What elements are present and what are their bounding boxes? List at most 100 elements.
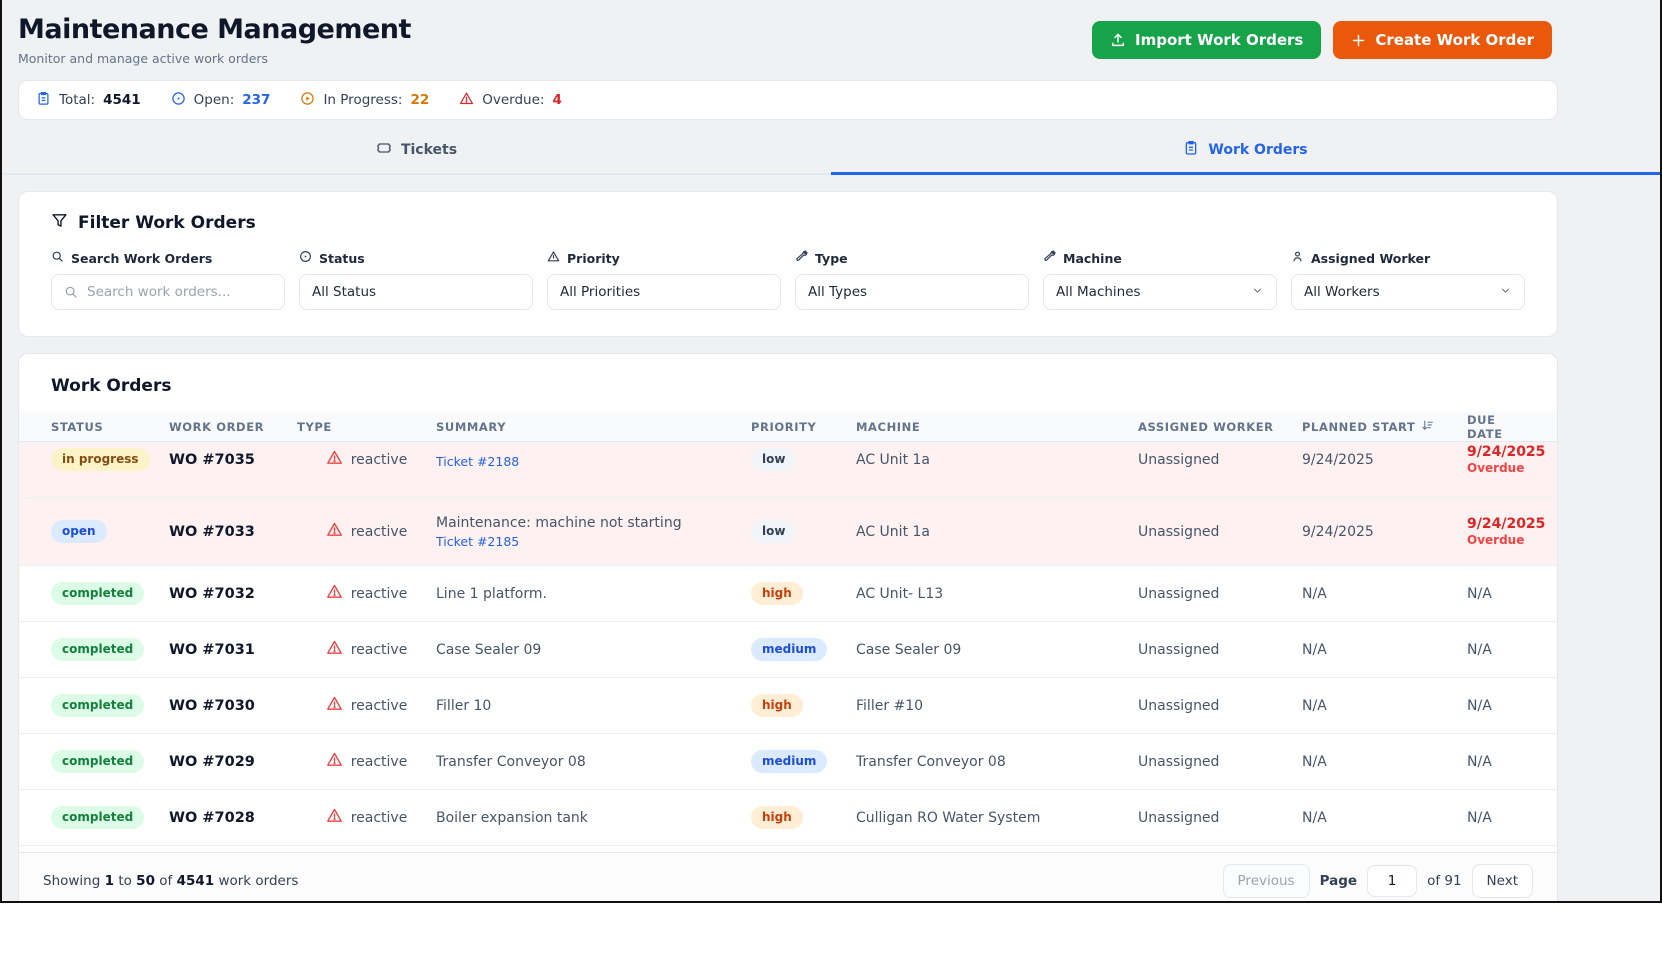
- summary-text: Line 1 platform.: [436, 585, 547, 602]
- planned-start: N/A: [1302, 753, 1327, 770]
- upload-icon: [1110, 32, 1126, 48]
- circle-dot-icon: [171, 91, 186, 110]
- due-date: N/A: [1467, 697, 1492, 714]
- column-header-assigned-worker: Assigned Worker: [1138, 419, 1274, 434]
- table-footer: Showing 1 to 50 of 4541 work orders Prev…: [19, 852, 1557, 901]
- ticket-link[interactable]: Ticket #2188: [436, 453, 520, 469]
- filter-search-label: Search Work Orders: [51, 250, 285, 266]
- plus-icon: [1351, 33, 1366, 48]
- tab-work-orders[interactable]: Work Orders: [831, 127, 1660, 175]
- table-row[interactable]: completed WO #7028 reactive Boiler expan…: [19, 790, 1557, 846]
- app-window: Maintenance Management Monitor and manag…: [0, 0, 1662, 903]
- machine-name: AC Unit 1a: [856, 451, 930, 468]
- filter-worker: Assigned Worker All Workers: [1291, 250, 1525, 310]
- page-number-input[interactable]: [1367, 865, 1418, 897]
- page-label: Page: [1319, 873, 1358, 889]
- stat-in-progress: In Progress: 22: [300, 91, 429, 110]
- priority-badge: high: [751, 582, 803, 605]
- machine-name: Filler #10: [856, 697, 924, 714]
- assigned-worker: Unassigned: [1138, 451, 1220, 468]
- reactive-alert-icon: [326, 449, 343, 470]
- reactive-alert-icon: [326, 807, 343, 828]
- priority-badge: low: [751, 520, 797, 543]
- assigned-worker: Unassigned: [1138, 523, 1220, 540]
- table-row[interactable]: completed WO #7031 reactive Case Sealer …: [19, 622, 1557, 678]
- sort-descending-icon: [1421, 419, 1434, 435]
- ticket-link[interactable]: Ticket #2185: [436, 533, 520, 549]
- assigned-worker: Unassigned: [1138, 585, 1220, 602]
- overdue-label: Overdue: [1467, 533, 1525, 547]
- due-date: N/A: [1467, 809, 1492, 826]
- stat-total: Total: 4541: [36, 91, 141, 110]
- machine-name: Culligan RO Water System: [856, 809, 1041, 826]
- priority-select[interactable]: All Priorities: [547, 274, 781, 310]
- priority-badge: high: [751, 694, 803, 717]
- work-order-id: WO #7029: [169, 753, 255, 770]
- previous-page-button[interactable]: Previous: [1222, 864, 1310, 898]
- import-work-orders-button[interactable]: Import Work Orders: [1092, 21, 1322, 59]
- create-work-order-button[interactable]: Create Work Order: [1333, 21, 1552, 59]
- clipboard-icon: [1183, 140, 1199, 160]
- next-page-button[interactable]: Next: [1471, 864, 1533, 898]
- column-header-due-date: Due Date: [1467, 412, 1503, 441]
- planned-start: N/A: [1302, 641, 1327, 658]
- work-order-id: WO #7032: [169, 585, 255, 602]
- summary-text: Boiler expansion tank: [436, 809, 588, 826]
- wrench-icon: [1043, 250, 1056, 266]
- tab-tickets[interactable]: Tickets: [2, 127, 831, 173]
- status-badge: completed: [51, 750, 145, 773]
- search-input[interactable]: [87, 284, 272, 300]
- work-order-id: WO #7033: [169, 523, 255, 540]
- column-header-work-order: Work Order: [169, 419, 265, 434]
- page-header: Maintenance Management Monitor and manag…: [2, 0, 1660, 66]
- stat-open: Open: 237: [171, 91, 271, 110]
- table-row[interactable]: open WO #7033 reactive Maintenance: mach…: [19, 498, 1557, 566]
- status-badge: open: [51, 520, 107, 543]
- circle-dot-icon: [299, 250, 312, 266]
- machine-select[interactable]: All Machines: [1043, 274, 1277, 310]
- reactive-alert-icon: [326, 695, 343, 716]
- table-row[interactable]: completed WO #7030 reactive Filler 10 hi…: [19, 678, 1557, 734]
- filter-title: Filter Work Orders: [51, 212, 1525, 234]
- planned-start: 9/24/2025: [1302, 523, 1374, 540]
- filter-status: Status All Status: [299, 250, 533, 310]
- status-select[interactable]: All Status: [299, 274, 533, 310]
- machine-name: AC Unit 1a: [856, 523, 930, 540]
- machine-name: Case Sealer 09: [856, 641, 962, 658]
- work-order-id: WO #7028: [169, 809, 255, 826]
- play-circle-icon: [300, 91, 315, 110]
- work-order-id: WO #7031: [169, 641, 255, 658]
- filter-machine: Machine All Machines: [1043, 250, 1277, 310]
- type-label: reactive: [350, 585, 408, 602]
- planned-start: 9/24/2025: [1302, 451, 1374, 468]
- worker-select[interactable]: All Workers: [1291, 274, 1525, 310]
- column-header-summary: Summary: [436, 419, 507, 434]
- column-header-machine: Machine: [856, 419, 921, 434]
- table-row[interactable]: completed WO #7032 reactive Line 1 platf…: [19, 566, 1557, 622]
- person-icon: [1291, 250, 1304, 266]
- status-badge: completed: [51, 694, 145, 717]
- status-badge: completed: [51, 582, 145, 605]
- filter-type-label: Type: [795, 250, 1029, 266]
- table-header-row: Status Work Order Type Summary Priority …: [19, 412, 1557, 442]
- priority-badge: medium: [751, 750, 828, 773]
- filter-worker-label: Assigned Worker: [1291, 250, 1525, 266]
- assigned-worker: Unassigned: [1138, 809, 1220, 826]
- search-icon: [64, 285, 78, 299]
- type-select[interactable]: All Types: [795, 274, 1029, 310]
- table-row[interactable]: in progress WO #7035 reactive Ticket #21…: [19, 442, 1557, 498]
- ticket-icon: [376, 140, 392, 160]
- work-order-id: WO #7030: [169, 697, 255, 714]
- status-badge: in progress: [51, 448, 150, 471]
- alert-triangle-icon: [459, 91, 474, 110]
- planned-start: N/A: [1302, 809, 1327, 826]
- column-header-planned-start[interactable]: Planned Start: [1302, 419, 1467, 435]
- summary-text: Filler 10: [436, 697, 492, 714]
- stat-open-value: 237: [242, 92, 271, 108]
- type-label: reactive: [350, 753, 408, 770]
- table-row[interactable]: completed WO #7029 reactive Transfer Con…: [19, 734, 1557, 790]
- stat-overdue: Overdue: 4: [459, 91, 562, 110]
- status-badge: completed: [51, 638, 145, 661]
- column-header-priority: Priority: [751, 419, 817, 434]
- status-badge: completed: [51, 806, 145, 829]
